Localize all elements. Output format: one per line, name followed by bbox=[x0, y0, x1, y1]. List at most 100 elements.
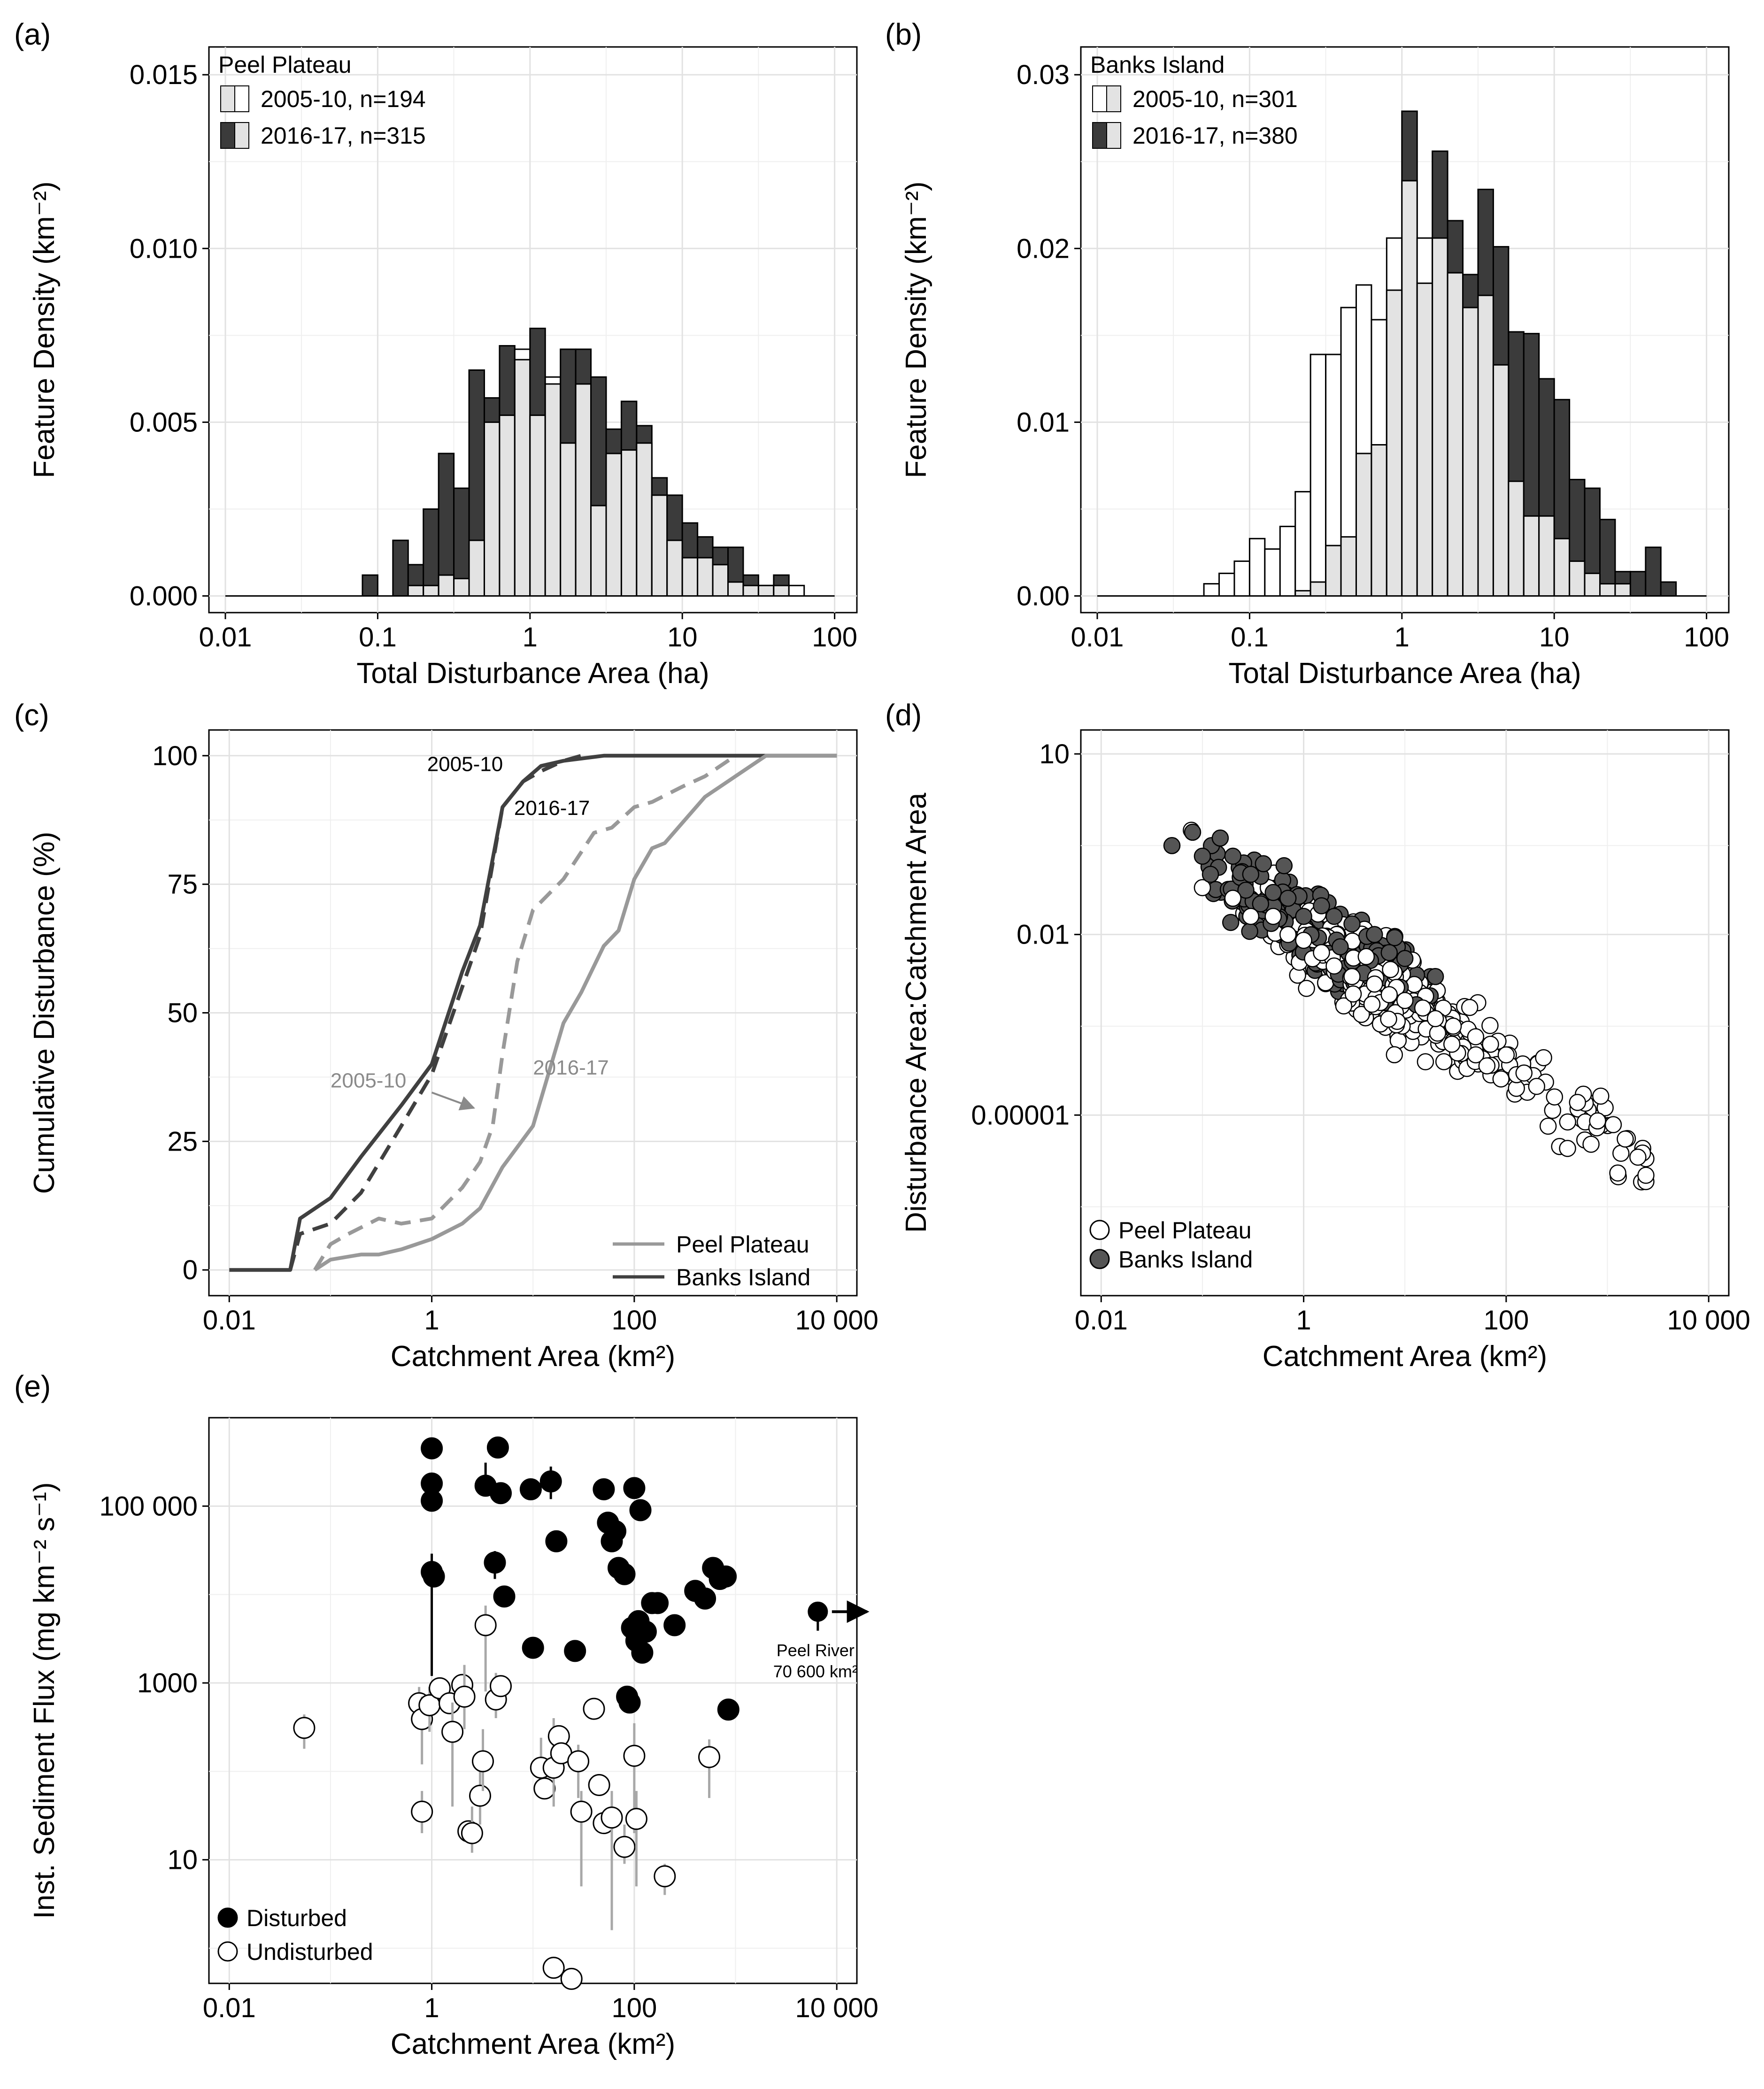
histogram-bar-overlap bbox=[1355, 453, 1372, 597]
point-peel-plateau bbox=[1335, 997, 1353, 1014]
point-banks-island bbox=[1366, 926, 1383, 943]
histogram-bar bbox=[362, 574, 378, 597]
point-banks-island bbox=[1396, 950, 1414, 967]
point-banks-island bbox=[1202, 866, 1219, 883]
histogram-bar-overlap bbox=[712, 564, 729, 597]
y-axis-label: Feature Density (km⁻²) bbox=[28, 181, 61, 478]
histogram-bar bbox=[1248, 538, 1266, 597]
histogram-bar-overlap bbox=[742, 584, 759, 597]
point-peel-plateau bbox=[1528, 1077, 1546, 1095]
y-tick-label: 0.00001 bbox=[971, 1100, 1070, 1130]
annotation-banks-2016: 2016-17 bbox=[514, 797, 590, 820]
legend-label-banks: Banks Island bbox=[676, 1264, 810, 1290]
x-tick-label: 100 bbox=[812, 622, 857, 653]
histogram-bar bbox=[1629, 571, 1647, 597]
histogram-bar-overlap bbox=[1553, 538, 1571, 597]
y-tick-label: 75 bbox=[167, 869, 198, 900]
histogram-bar-overlap bbox=[1614, 583, 1631, 597]
y-tick-label: 10 bbox=[1039, 739, 1070, 769]
point-banks-island bbox=[1386, 929, 1403, 946]
histogram-bar bbox=[1310, 353, 1327, 597]
x-tick-label: 0.1 bbox=[359, 622, 397, 653]
histogram-bar-overlap bbox=[438, 574, 455, 597]
legend-label-banks: Banks Island bbox=[1118, 1246, 1253, 1273]
point-banks-island bbox=[1163, 837, 1181, 854]
y-tick-label: 0 bbox=[183, 1255, 198, 1285]
x-axis-label-text: Catchment Area (km²) bbox=[391, 1340, 675, 1373]
histogram-bar-overlap bbox=[1477, 294, 1494, 597]
y-tick-label: 0.01 bbox=[1017, 920, 1070, 950]
point-undisturbed bbox=[411, 1800, 433, 1823]
histogram-bar-overlap bbox=[407, 584, 424, 597]
tick-labels: 0.01 1 100 10 000 10 1000 100 000 bbox=[99, 1491, 878, 2023]
point-banks-island bbox=[1242, 866, 1260, 883]
point-peel-plateau bbox=[1535, 1049, 1552, 1067]
legend-swatch bbox=[1092, 122, 1107, 149]
bars bbox=[1097, 110, 1707, 597]
point-banks-island bbox=[1237, 881, 1255, 899]
point-peel-plateau bbox=[1515, 1064, 1533, 1082]
panel-e-scatter: 0.01 1 100 10 000 10 1000 100 000 Catchment Ar… bbox=[28, 1417, 878, 2060]
tick-labels: 0.01 1 100 10 000 0 25 50 75 100 bbox=[152, 741, 878, 1336]
series-line-peel-plateau-2016-17 bbox=[314, 753, 837, 1272]
histogram-bar-overlap bbox=[514, 359, 531, 597]
point-peel-plateau bbox=[1295, 931, 1312, 949]
histogram-bar-overlap bbox=[666, 539, 683, 597]
histogram-bar-overlap bbox=[1569, 560, 1586, 597]
y-tick-label: 50 bbox=[167, 998, 198, 1029]
histogram-bar bbox=[1218, 572, 1235, 597]
histogram-bar bbox=[788, 584, 805, 597]
point-banks-island bbox=[1332, 938, 1349, 956]
y-tick-label: 0.015 bbox=[130, 60, 198, 90]
point-disturbed bbox=[647, 1592, 669, 1614]
point-peel-plateau bbox=[1417, 1053, 1434, 1070]
point-banks-island bbox=[1255, 855, 1272, 873]
panel-tag-c: (c) bbox=[14, 698, 49, 732]
legend: Disturbed Undisturbed bbox=[217, 1905, 373, 1965]
point-banks-island bbox=[1313, 897, 1330, 914]
point-peel-plateau bbox=[1481, 1017, 1499, 1034]
point-undisturbed bbox=[588, 1774, 610, 1796]
histogram-bar-overlap bbox=[590, 505, 607, 597]
point-peel-plateau bbox=[1325, 957, 1343, 975]
x-tick-label: 10 bbox=[1539, 622, 1570, 653]
histogram-bar-overlap bbox=[605, 453, 622, 597]
legend-swatch bbox=[220, 122, 235, 149]
point-peel-plateau bbox=[1539, 1117, 1557, 1135]
point-peel-plateau bbox=[1612, 1144, 1630, 1162]
point-disturbed bbox=[519, 1478, 542, 1500]
histogram-bar-overlap bbox=[575, 383, 592, 597]
histogram-bar-overlap bbox=[1294, 590, 1311, 597]
point-peel-plateau bbox=[1492, 1070, 1510, 1088]
point-undisturbed bbox=[472, 1750, 494, 1773]
legend: Peel Plateau Banks Island bbox=[613, 1231, 810, 1290]
legend-label-undisturbed: Undisturbed bbox=[246, 1939, 373, 1965]
point-disturbed bbox=[629, 1499, 652, 1521]
histogram-bar bbox=[1645, 546, 1662, 597]
point-peel-plateau bbox=[1389, 1032, 1407, 1049]
panel-b-histogram: 0.01 0.1 1 10 1000.000.010.020.03 Total Dist… bbox=[900, 46, 1730, 690]
point-undisturbed bbox=[293, 1717, 316, 1739]
point-undisturbed bbox=[601, 1806, 623, 1829]
legend-swatch bbox=[220, 85, 235, 112]
histogram-bar-overlap bbox=[529, 415, 546, 597]
legend-title: Peel Plateau bbox=[218, 52, 352, 78]
panel-tag-a: (a) bbox=[14, 17, 51, 51]
histogram-bar-overlap bbox=[1538, 515, 1555, 597]
point-peel-plateau bbox=[1592, 1087, 1610, 1105]
point-peel-plateau bbox=[1363, 995, 1381, 1013]
y-tick-label: 25 bbox=[167, 1126, 198, 1157]
point-peel-plateau bbox=[1604, 1116, 1622, 1133]
legend: Peel Plateau 2005-10, n=194 2016-17, n=3… bbox=[218, 52, 426, 149]
legend-marker-undisturbed bbox=[217, 1941, 238, 1962]
histogram-bar-overlap bbox=[1386, 289, 1403, 597]
histogram-bar-overlap bbox=[1432, 237, 1448, 597]
histogram-bar-overlap bbox=[1371, 444, 1387, 597]
x-tick-label: 0.01 bbox=[203, 1993, 256, 2023]
point-banks-island bbox=[1343, 915, 1361, 933]
point-undisturbed bbox=[441, 1720, 464, 1743]
x-tick-label: 0.01 bbox=[199, 622, 252, 653]
point-undisturbed bbox=[461, 1822, 483, 1844]
point-undisturbed bbox=[623, 1744, 646, 1767]
